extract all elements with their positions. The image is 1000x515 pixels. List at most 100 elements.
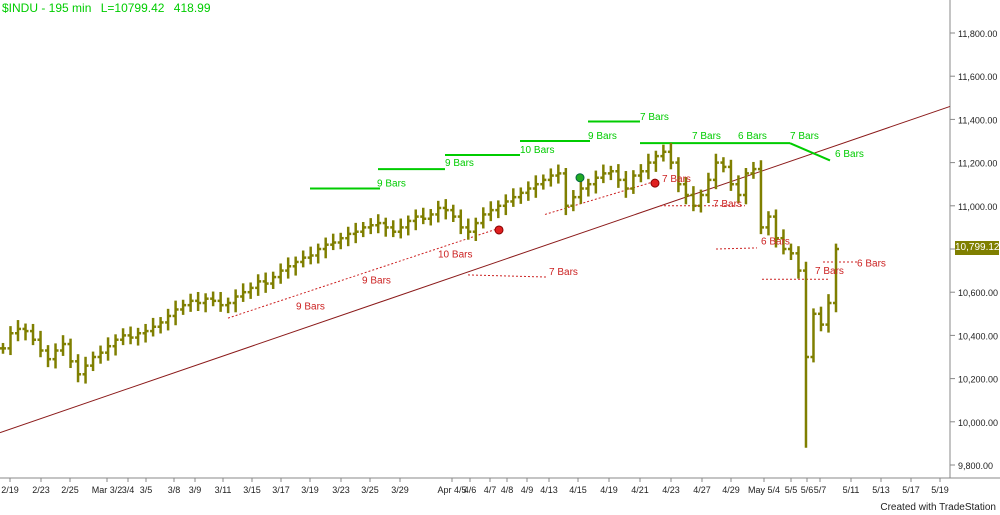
bar-count-label-green: 9 Bars (377, 178, 406, 189)
ohlc-bar (352, 222, 359, 244)
y-tick-label: 11,600.00 (958, 72, 997, 82)
ohlc-bar (202, 293, 209, 313)
ohlc-bar (277, 263, 284, 284)
bar-count-label-red: 7 Bars (815, 266, 844, 277)
ohlc-bar (652, 150, 659, 172)
ohlc-bar (30, 323, 37, 346)
ohlc-bar (795, 246, 802, 279)
ohlc-bar (607, 165, 614, 181)
ohlc-bar (735, 175, 742, 203)
ohlc-bar (300, 250, 307, 268)
x-tick-label: 3/4 (122, 485, 135, 495)
ohlc-bar (525, 181, 532, 201)
projection-line (715, 247, 758, 250)
bar-count-label-green: 10 Bars (520, 145, 554, 156)
bar-count-label-red: 9 Bars (296, 301, 325, 312)
ohlc-bar (360, 222, 367, 238)
ohlc-bar (225, 297, 232, 314)
ohlc-bar (45, 345, 52, 368)
ohlc-bar (292, 256, 299, 276)
ohlc-bar (472, 217, 479, 242)
ohlc-bar (142, 323, 149, 343)
ohlc-bar (240, 283, 247, 302)
ohlc-bar (195, 291, 202, 311)
bar-count-label-red: 7 Bars (713, 199, 742, 210)
x-tick-label: Mar 3/2 (92, 485, 123, 495)
ohlc-bar (187, 293, 194, 312)
ohlc-bar (690, 186, 697, 212)
ohlc-bar (105, 337, 112, 361)
ohlc-bar (480, 207, 487, 229)
ohlc-bar (262, 272, 269, 293)
ohlc-bar (517, 187, 524, 204)
ohlc-bar (465, 218, 472, 240)
ohlc-bar (75, 354, 82, 383)
x-tick-label: 4/19 (600, 485, 618, 495)
ohlc-bar (157, 317, 164, 334)
ohlc-bar (727, 159, 734, 191)
ohlc-bar (712, 153, 719, 190)
bar-count-label-red: 9 Bars (362, 276, 391, 287)
bar-count-label-green: 6 Bars (835, 149, 864, 160)
ohlc-bar (135, 327, 142, 346)
x-tick-label: Apr 4/5 (437, 485, 466, 495)
ohlc-bar (765, 211, 772, 236)
ohlc-bar (112, 334, 119, 356)
signal-dot-green (575, 173, 585, 183)
ohlc-bar (562, 168, 569, 216)
x-tick-label: 3/5 (140, 485, 153, 495)
ohlc-bar (667, 142, 674, 170)
ohlc-bar (772, 209, 779, 248)
ohlc-bar (375, 214, 382, 234)
y-tick-label: 11,000.00 (958, 202, 997, 212)
ohlc-bar (405, 215, 412, 236)
ohlc-bar (345, 226, 352, 247)
ohlc-bar (802, 261, 809, 448)
ohlc-bar (67, 338, 74, 369)
ohlc-bar (270, 271, 277, 289)
ohlc-bar (22, 323, 29, 341)
ohlc-bar (780, 229, 787, 255)
x-tick-label: 5/13 (872, 485, 890, 495)
ohlc-bar (540, 174, 547, 190)
ohlc-bar (585, 178, 592, 197)
y-tick-label: 10,200.00 (958, 375, 998, 385)
signal-dot-red (494, 225, 504, 235)
bar-count-label-green: 9 Bars (588, 131, 617, 142)
y-tick-label: 10,600.00 (958, 288, 998, 298)
ohlc-bar (37, 330, 44, 358)
x-tick-label: 3/11 (215, 485, 232, 495)
last-price: L=10799.42 (100, 1, 165, 15)
ohlc-bar (127, 326, 134, 345)
ohlc-bar (833, 243, 839, 313)
ohlc-bar (165, 308, 172, 331)
ohlc-bar (645, 153, 652, 180)
chart-header: $INDU - 195 min L=10799.42 418.99 (2, 1, 217, 15)
ohlc-bar (450, 204, 457, 222)
ohlc-bar (255, 274, 262, 296)
x-tick-label: 5/19 (931, 485, 949, 495)
ohlc-bar (487, 201, 494, 222)
x-tick-label: 5/11 (843, 485, 860, 495)
x-tick-label: 3/19 (301, 485, 319, 495)
ohlc-bar (322, 237, 329, 259)
x-tick-label: 4/21 (631, 485, 649, 495)
ohlc-bar (720, 157, 727, 173)
x-tick-label: 2/25 (61, 485, 79, 495)
ohlc-bar (412, 209, 419, 231)
ohlc-bar (810, 308, 817, 363)
ohlc-bar (172, 300, 179, 326)
ohlc-bar (577, 179, 584, 204)
bar-count-label-red: 6 Bars (857, 258, 886, 269)
x-tick-label: 2/19 (1, 485, 19, 495)
x-tick-label: 2/23 (32, 485, 50, 495)
bar-count-label-red: 6 Bars (761, 237, 790, 248)
ohlc-bar (90, 351, 97, 372)
x-tick-label: 4/9 (521, 485, 534, 495)
bar-count-label-red: 7 Bars (662, 174, 691, 185)
credit-text: Created with TradeStation (880, 502, 996, 513)
x-tick-label: 5/6 (801, 485, 814, 495)
bar-count-label-green: 7 Bars (790, 131, 819, 142)
x-tick-label: 4/8 (501, 485, 514, 495)
